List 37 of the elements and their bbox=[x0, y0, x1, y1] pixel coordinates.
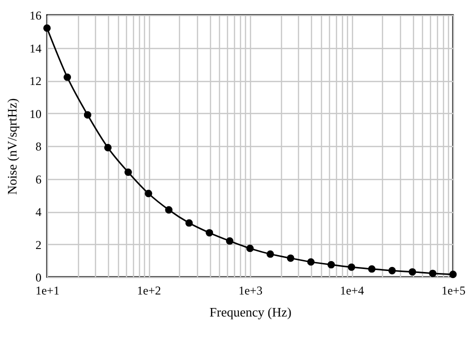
y-tick-label: 16 bbox=[30, 8, 42, 22]
y-tick-label: 4 bbox=[36, 205, 42, 219]
point bbox=[43, 24, 51, 32]
y-tick-label: 14 bbox=[30, 41, 42, 56]
point bbox=[185, 219, 193, 227]
x-tick-label: 1e+5 bbox=[441, 284, 466, 298]
x-tick-label: 1e+2 bbox=[136, 284, 162, 298]
point bbox=[368, 265, 376, 273]
x-tick-label: 1e+3 bbox=[238, 284, 263, 298]
point bbox=[388, 266, 396, 274]
point bbox=[286, 254, 294, 262]
y-tick-label: 6 bbox=[36, 172, 42, 186]
point bbox=[449, 270, 457, 278]
point bbox=[64, 74, 72, 81]
point bbox=[124, 168, 132, 176]
x-axis-title: Frequency (Hz) bbox=[210, 304, 292, 320]
point bbox=[327, 261, 335, 268]
point bbox=[144, 190, 152, 198]
y-tick-label: 8 bbox=[36, 140, 42, 154]
point bbox=[246, 244, 254, 252]
point bbox=[348, 263, 356, 271]
point bbox=[307, 258, 315, 266]
y-tick-label: 2 bbox=[36, 238, 42, 252]
y-tick-label: 12 bbox=[30, 74, 42, 88]
x-tick-label: 1e+4 bbox=[340, 284, 364, 298]
point bbox=[165, 206, 173, 214]
y-tick-label: 10 bbox=[30, 106, 42, 121]
point bbox=[408, 268, 416, 276]
point bbox=[428, 270, 436, 278]
point bbox=[104, 144, 112, 152]
y-axis-title: Noise (nV/sqrtHz) bbox=[4, 98, 20, 195]
y-tick-label: 0 bbox=[36, 270, 42, 284]
point bbox=[84, 111, 92, 119]
point bbox=[226, 237, 234, 245]
point bbox=[266, 250, 274, 258]
x-tick-label: 1e+1 bbox=[35, 284, 60, 298]
point bbox=[206, 229, 214, 236]
